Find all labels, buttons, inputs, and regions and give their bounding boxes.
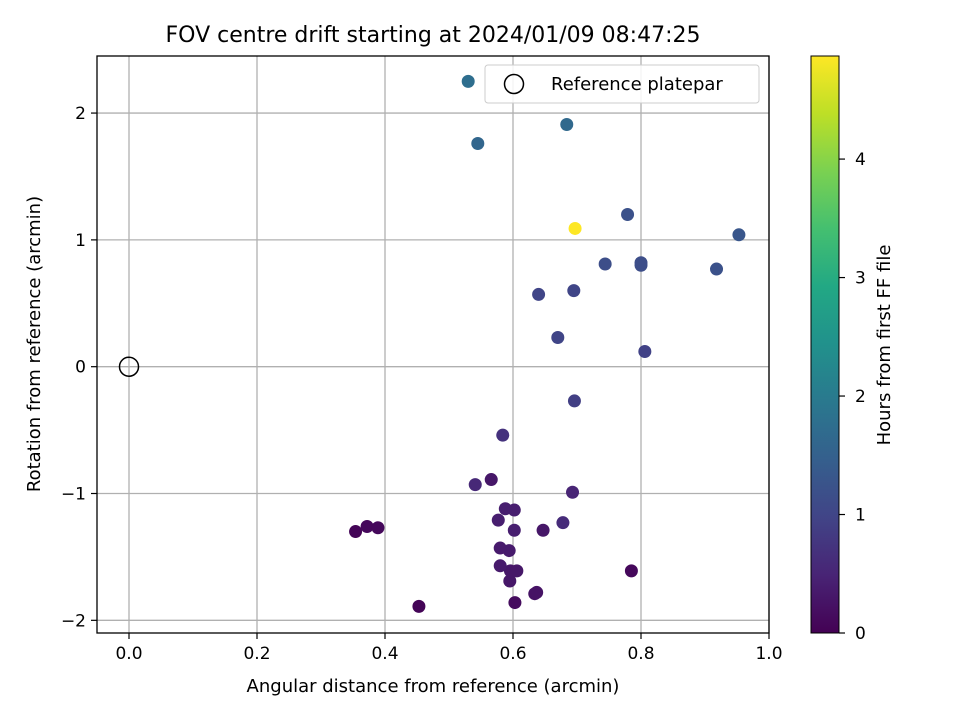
data-point	[530, 585, 544, 599]
y-axis-label: Rotation from reference (arcmin)	[24, 196, 45, 492]
reference-platepar-marker	[118, 356, 140, 377]
plot-area-frame	[96, 55, 770, 634]
data-point	[732, 228, 746, 242]
grid	[97, 56, 770, 633]
data-point	[412, 599, 426, 613]
data-point	[503, 574, 517, 588]
legend-reference-marker-icon	[503, 73, 525, 95]
y-tick-label: 1	[75, 231, 86, 251]
reference-marker-layer	[118, 356, 140, 377]
data-point	[536, 523, 550, 537]
x-tick-label: 0.6	[499, 644, 526, 664]
data-point	[510, 564, 524, 578]
data-point	[360, 519, 374, 533]
legend-box	[484, 64, 760, 104]
data-point	[560, 117, 574, 131]
x-tick-label: 0.2	[243, 644, 270, 664]
data-point	[507, 503, 521, 517]
y-tick-label: −1	[61, 485, 86, 505]
data-point	[349, 525, 363, 539]
x-axis-label: Angular distance from reference (arcmin)	[247, 676, 620, 697]
data-point	[371, 521, 385, 535]
data-point	[567, 284, 581, 298]
legend: Reference platepar	[484, 64, 760, 104]
data-point	[532, 287, 546, 301]
data-point	[471, 137, 485, 151]
data-point	[621, 208, 635, 222]
x-tick-label: 1.0	[755, 644, 782, 664]
data-point	[710, 262, 724, 276]
y-tick-label: 0	[75, 358, 86, 378]
data-point	[634, 256, 648, 270]
data-point	[493, 541, 507, 555]
x-axis-ticks: 0.0 0.2 0.4 0.6 0.8 1.0	[115, 633, 783, 664]
y-tick-label: −2	[61, 611, 86, 631]
data-point	[507, 523, 521, 537]
colorbar	[810, 55, 840, 634]
y-axis-ticks: −2 −1 0 1 2	[61, 104, 97, 631]
x-tick-label: 0.4	[371, 644, 398, 664]
y-tick-label: 2	[75, 104, 86, 124]
data-point	[468, 478, 482, 492]
data-point	[484, 473, 498, 487]
colorbar-tick-label: 4	[855, 150, 866, 170]
data-point	[638, 344, 652, 358]
data-point	[567, 394, 581, 408]
colorbar-tick-label: 2	[855, 387, 866, 407]
data-point	[556, 516, 570, 530]
data-point	[493, 559, 507, 573]
data-point	[566, 485, 580, 499]
x-tick-label: 0.8	[627, 644, 654, 664]
data-point	[551, 331, 565, 345]
colorbar-ticks: 0 1 2 3 4	[839, 150, 866, 644]
data-point	[624, 564, 638, 578]
data-points	[349, 74, 746, 613]
data-point	[491, 513, 505, 527]
data-point	[508, 596, 522, 610]
data-point	[461, 74, 475, 88]
data-point	[496, 428, 510, 442]
colorbar-tick-label: 1	[855, 506, 866, 526]
legend-entry-reference-platepar: Reference platepar	[551, 74, 723, 95]
colorbar-tick-label: 3	[855, 269, 866, 289]
colorbar-label: Hours from first FF file	[874, 245, 895, 446]
x-tick-label: 0.0	[115, 644, 142, 664]
colorbar-tick-label: 0	[855, 624, 866, 644]
chart-title: FOV centre drift starting at 2024/01/09 …	[166, 23, 701, 48]
data-point	[568, 221, 582, 235]
data-point	[598, 257, 612, 271]
